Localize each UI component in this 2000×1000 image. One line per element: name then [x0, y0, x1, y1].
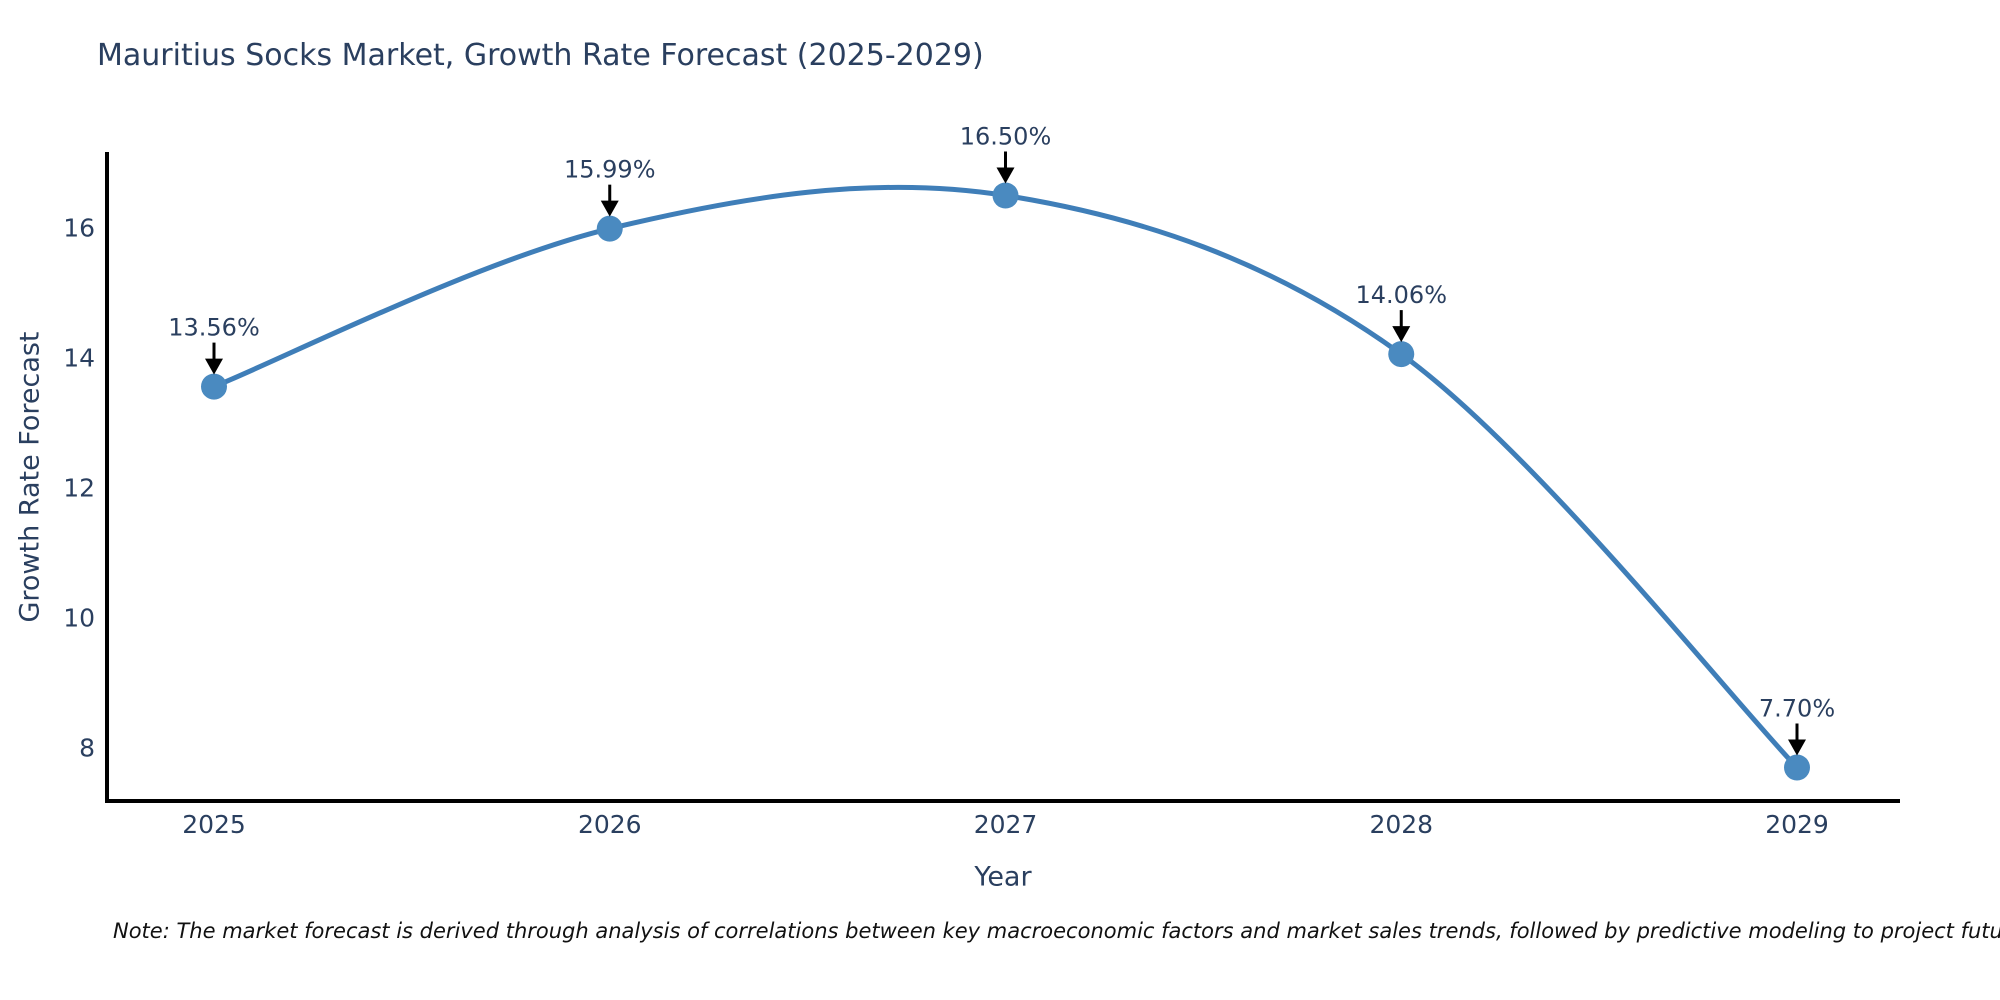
x-tick-label: 2027: [973, 810, 1038, 839]
y-tick-label: 8: [79, 733, 95, 763]
data-point-marker[interactable]: [992, 182, 1019, 209]
y-tick-label: 12: [63, 473, 95, 503]
chart-title: Mauritius Socks Market, Growth Rate Fore…: [97, 38, 984, 73]
annotation-label: 14.06%: [1355, 281, 1447, 309]
annotation-arrowhead-icon: [600, 200, 619, 217]
y-tick-label: 10: [63, 603, 95, 633]
annotation-arrowhead-icon: [996, 167, 1015, 184]
annotation-arrowhead-icon: [205, 358, 223, 375]
x-tick-label: 2028: [1369, 810, 1434, 839]
data-point-marker[interactable]: [1784, 754, 1810, 781]
data-point-marker[interactable]: [1388, 341, 1415, 368]
x-axis-title: Year: [974, 861, 1032, 893]
x-tick-label: 2029: [1765, 810, 1829, 839]
annotation-arrowhead-icon: [1392, 326, 1411, 343]
annotation-label: 15.99%: [564, 156, 656, 184]
data-point-marker[interactable]: [201, 373, 227, 400]
y-tick-label: 14: [63, 343, 95, 373]
x-tick-label: 2025: [182, 810, 246, 839]
note-text: Note: The market forecast is derived thr…: [113, 919, 2000, 943]
series-line[interactable]: [211, 184, 1800, 770]
y-tick-label: 16: [63, 213, 95, 243]
annotation-label: 7.70%: [1759, 695, 1835, 723]
annotation-arrowhead-icon: [1788, 739, 1806, 756]
annotation-label: 13.56%: [168, 314, 260, 342]
annotation-label: 16.50%: [960, 123, 1052, 151]
data-point-marker[interactable]: [596, 215, 623, 242]
x-tick-label: 2026: [577, 810, 642, 839]
